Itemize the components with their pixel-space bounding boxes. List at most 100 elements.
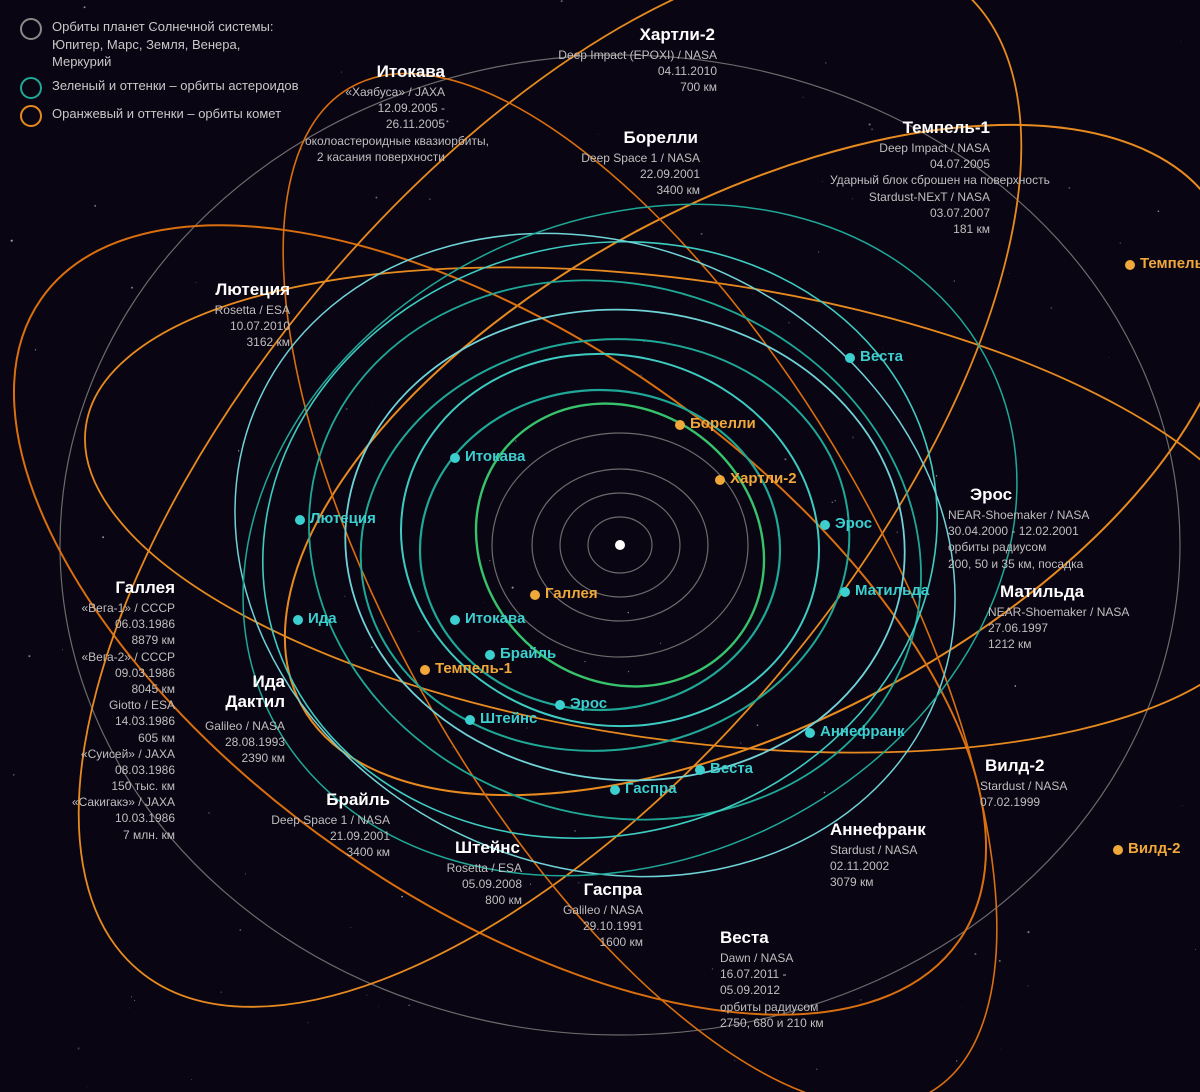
- callout-line: 3162 км: [200, 334, 290, 350]
- callout-line: «Вега-2» / СССР: [45, 649, 175, 665]
- callout-line: Giotto / ESA: [45, 697, 175, 713]
- callout-line: 08.03.1986: [45, 762, 175, 778]
- callout-line: 02.11.2002: [830, 858, 950, 874]
- callout-line: «Вега-1» / СССР: [45, 600, 175, 616]
- callout-line: Deep Impact (EPOXI) / NASA: [527, 47, 717, 63]
- body-dot: [420, 665, 430, 675]
- legend-swatch-asteroid: [20, 77, 42, 99]
- body-label: Вилд-2: [1128, 840, 1180, 857]
- body-label: Веста: [710, 760, 753, 777]
- callout-line: 181 км: [830, 221, 990, 237]
- callout-title-tempel1: Темпель-1: [870, 118, 990, 138]
- callout-line: 3079 км: [830, 874, 950, 890]
- legend-text: Зеленый и оттенки – орбиты астероидов: [52, 77, 299, 95]
- callout-info-itokawa: «Хаябуса» / JAXA12.09.2005 -26.11.2005ок…: [305, 84, 445, 165]
- callout-info-borelli: Deep Space 1 / NASA22.09.20013400 км: [560, 150, 700, 199]
- callout-info-halley: «Вега-1» / СССР06.03.19868879 км«Вега-2»…: [45, 600, 175, 843]
- callout-line: 04.07.2005: [830, 156, 990, 172]
- callout-line: 05.09.2008: [432, 876, 522, 892]
- callout-line: Rosetta / ESA: [200, 302, 290, 318]
- callout-title-eros: Эрос: [970, 485, 1030, 505]
- body-label: Итокава: [465, 448, 525, 465]
- body-label: Итокава: [465, 610, 525, 627]
- callout-line: 22.09.2001: [560, 166, 700, 182]
- callout-title-itokawa: Итокава: [355, 62, 445, 82]
- callout-line: 2 касания поверхности: [305, 149, 445, 165]
- callout-title-wild2: Вилд-2: [985, 756, 1065, 776]
- callout-line: 200, 50 и 35 км, посадка: [948, 556, 1158, 572]
- body-label: Штейнс: [480, 710, 537, 727]
- legend-item-comets: Оранжевый и оттенки – орбиты комет: [20, 105, 302, 127]
- callout-title-ida: ИдаДактил: [205, 672, 285, 712]
- legend-swatch-comet: [20, 105, 42, 127]
- callout-line: 8045 км: [45, 681, 175, 697]
- callout-line: 10.07.2010: [200, 318, 290, 334]
- callout-info-ida: Galileo / NASA28.08.19932390 км: [190, 718, 285, 767]
- callout-line: 30.04.2000 - 12.02.2001: [948, 523, 1158, 539]
- callout-line: 27.06.1997: [988, 620, 1138, 636]
- callout-line: 05.09.2012: [720, 982, 860, 998]
- body-label: Ида: [308, 610, 337, 627]
- body-dot: [805, 728, 815, 738]
- callout-info-vesta: Dawn / NASA16.07.2011 -05.09.2012орбиты …: [720, 950, 860, 1031]
- callout-info-steins: Rosetta / ESA05.09.2008800 км: [432, 860, 522, 909]
- body-label: Гаспра: [625, 780, 677, 797]
- callout-line: «Суисей» / JAXA: [45, 746, 175, 762]
- callout-line: Galileo / NASA: [548, 902, 643, 918]
- callout-line: «Хаябуса» / JAXA: [305, 84, 445, 100]
- body-label: Темпель-1: [435, 660, 512, 677]
- callout-line: орбиты радиусом: [720, 999, 860, 1015]
- body-dot: [840, 587, 850, 597]
- callout-title-matilda: Матильда: [1000, 582, 1110, 602]
- callout-line: 12.09.2005 -: [305, 100, 445, 116]
- body-label: Матильда: [855, 582, 929, 599]
- body-label: Эрос: [835, 515, 872, 532]
- callout-line: Dawn / NASA: [720, 950, 860, 966]
- callout-line: 1600 км: [548, 934, 643, 950]
- callout-line: 29.10.1991: [548, 918, 643, 934]
- callout-info-wild2: Stardust / NASA07.02.1999: [980, 778, 1100, 810]
- callout-line: NEAR-Shoemaker / NASA: [988, 604, 1138, 620]
- callout-line: Deep Space 1 / NASA: [560, 150, 700, 166]
- callout-info-lutetia: Rosetta / ESA10.07.20103162 км: [200, 302, 290, 351]
- callout-line: Stardust / NASA: [980, 778, 1100, 794]
- callout-line: 09.03.1986: [45, 665, 175, 681]
- callout-title-annefrank: Аннефранк: [830, 820, 950, 840]
- body-label: Хартли-2: [730, 470, 797, 487]
- body-dot: [485, 650, 495, 660]
- body-dot: [530, 590, 540, 600]
- callout-line: 07.02.1999: [980, 794, 1100, 810]
- body-label: Темпель-1: [1140, 255, 1200, 272]
- callout-line: Stardust / NASA: [830, 842, 950, 858]
- callout-line: 700 км: [527, 79, 717, 95]
- callout-line: 10.03.1986: [45, 810, 175, 826]
- body-dot: [820, 520, 830, 530]
- callout-line: 04.11.2010: [527, 63, 717, 79]
- callout-line: 3400 км: [255, 844, 390, 860]
- callout-line: 28.08.1993: [190, 734, 285, 750]
- callout-line: 7 млн. км: [45, 827, 175, 843]
- callout-title-halley: Галлея: [95, 578, 175, 598]
- legend-item-planets: Орбиты планет Солнечной системы: Юпитер,…: [20, 18, 302, 71]
- callout-line: NEAR-Shoemaker / NASA: [948, 507, 1158, 523]
- callout-line: орбиты радиусом: [948, 539, 1158, 555]
- sun-dot: [615, 540, 625, 550]
- callout-line: 800 км: [432, 892, 522, 908]
- body-dot: [845, 353, 855, 363]
- callout-info-matilda: NEAR-Shoemaker / NASA27.06.19971212 км: [988, 604, 1138, 653]
- callout-info-annefrank: Stardust / NASA02.11.20023079 км: [830, 842, 950, 891]
- callout-title-hartley2: Хартли-2: [635, 25, 715, 45]
- body-dot: [450, 615, 460, 625]
- legend-text: Оранжевый и оттенки – орбиты комет: [52, 105, 281, 123]
- body-dot: [1125, 260, 1135, 270]
- callout-line: Ударный блок сброшен на поверхность: [830, 172, 990, 188]
- callout-info-eros: NEAR-Shoemaker / NASA30.04.2000 - 12.02.…: [948, 507, 1158, 572]
- callout-title-lutetia: Лютеция: [200, 280, 290, 300]
- callout-info-gaspra: Galileo / NASA29.10.19911600 км: [548, 902, 643, 951]
- callout-line: 03.07.2007: [830, 205, 990, 221]
- body-dot: [1113, 845, 1123, 855]
- callout-title-gaspra: Гаспра: [562, 880, 642, 900]
- body-dot: [450, 453, 460, 463]
- callout-line: 26.11.2005: [305, 116, 445, 132]
- body-dot: [610, 785, 620, 795]
